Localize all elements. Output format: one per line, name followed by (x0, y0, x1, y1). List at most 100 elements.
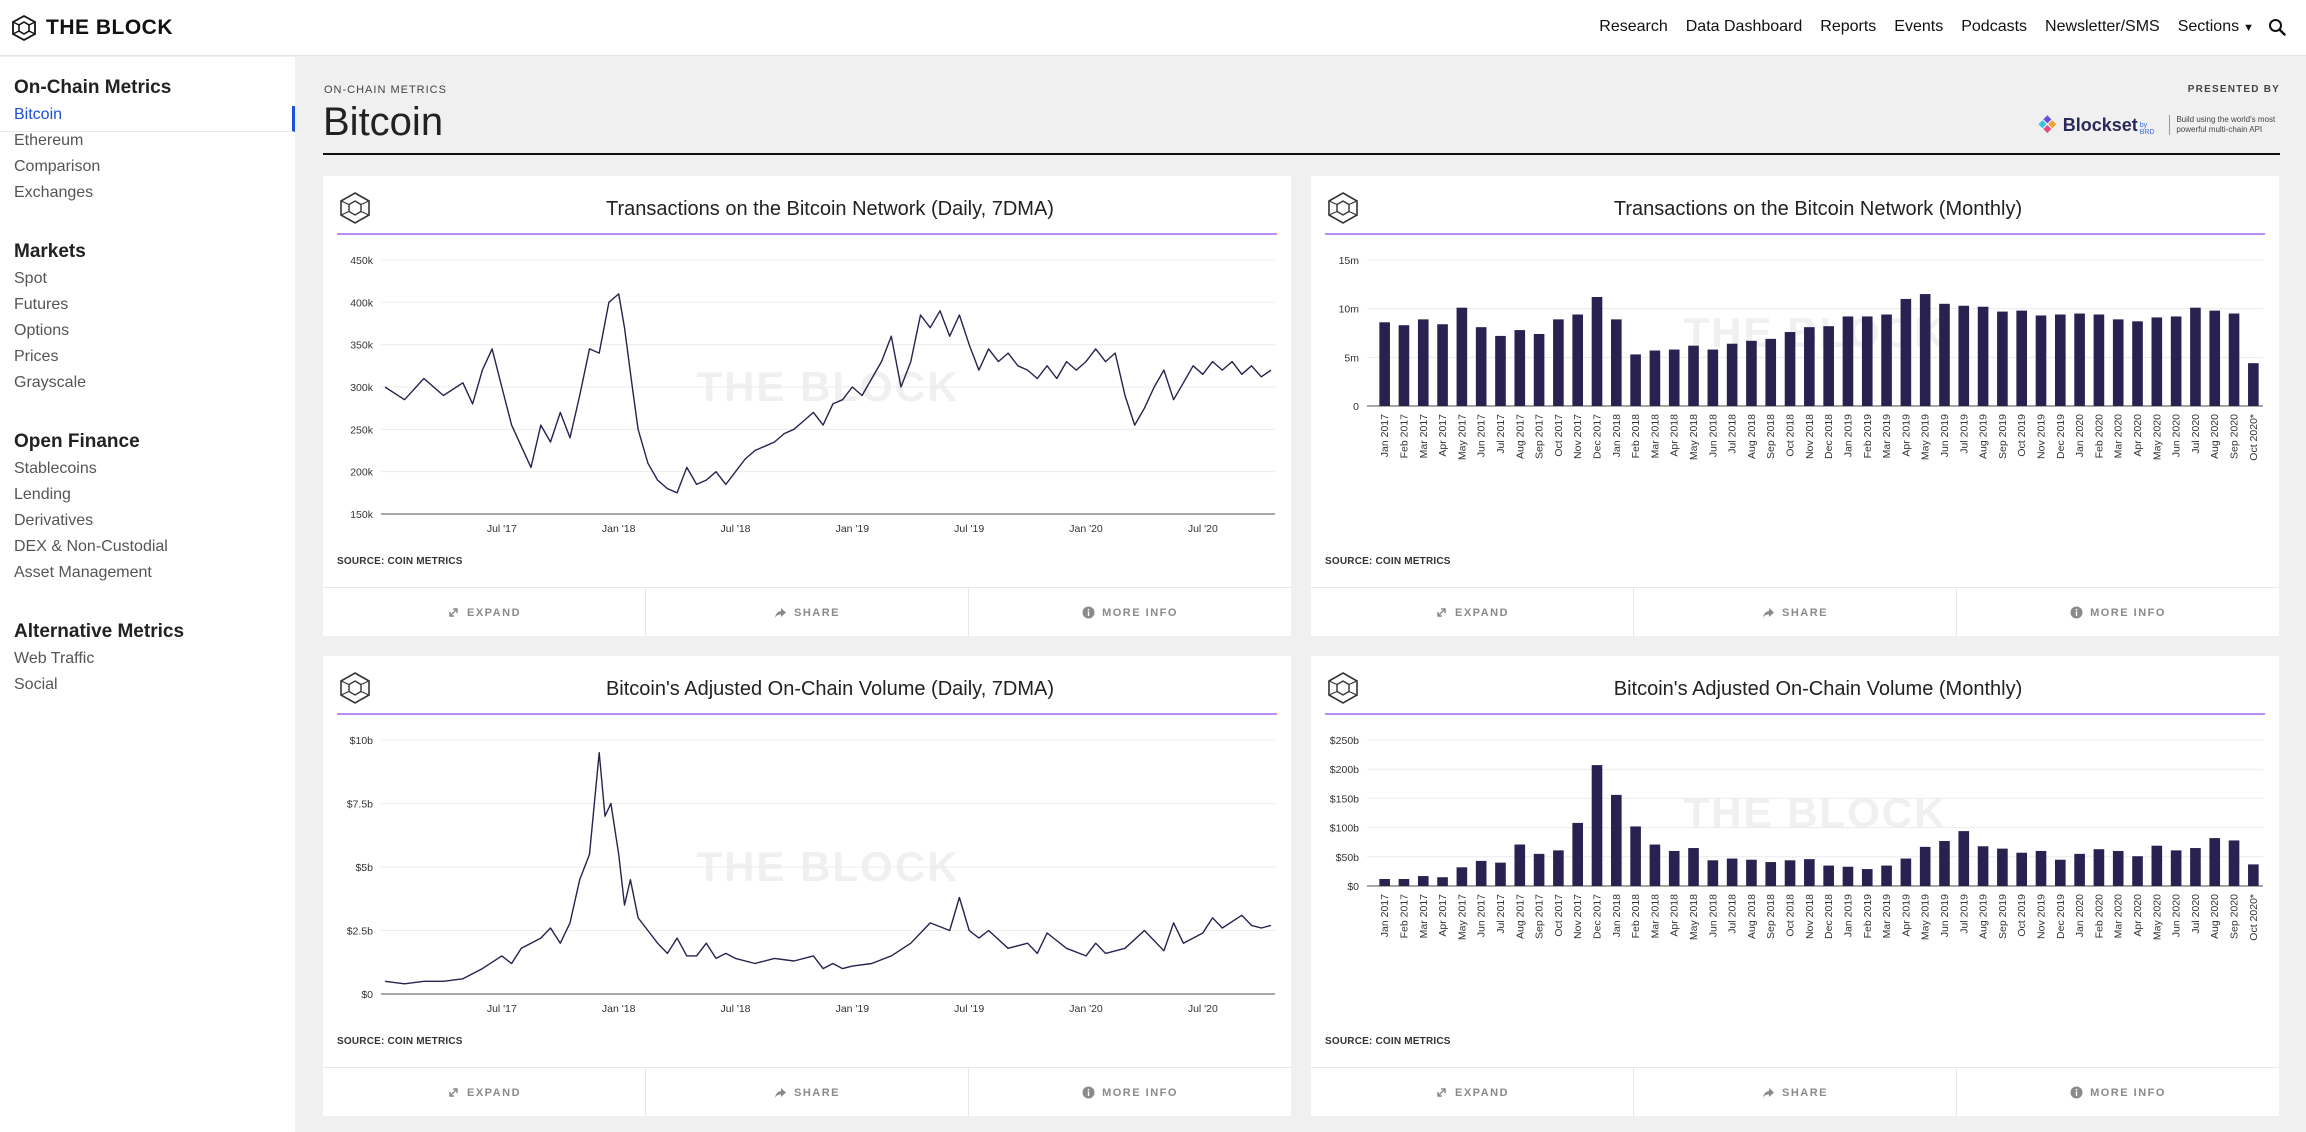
bar-dec-2017[interactable] (1591, 296, 1603, 406)
bar-oct-2018[interactable] (1784, 332, 1796, 406)
bar-feb-2020[interactable] (2093, 314, 2105, 406)
bar-jun-2019[interactable] (1939, 841, 1950, 886)
more-info-button[interactable]: MORE INFO (969, 588, 1291, 637)
nav-data-dashboard[interactable]: Data Dashboard (1685, 18, 1803, 35)
bar-aug-2017[interactable] (1514, 330, 1526, 406)
share-button[interactable]: SHARE (1634, 1068, 1957, 1117)
bar-jul-2018[interactable] (1726, 343, 1738, 406)
sidebar-item-exchanges[interactable]: Exchanges (14, 184, 94, 201)
bar-sep-2020[interactable] (2228, 840, 2240, 886)
bar-mar-2018[interactable] (1649, 844, 1661, 886)
bar-jul-2020[interactable] (2190, 307, 2201, 406)
bar-jul-2019[interactable] (1958, 831, 1970, 886)
bar-aug-2018[interactable] (1746, 340, 1757, 406)
bar-jul-2017[interactable] (1495, 335, 1506, 406)
more-info-button[interactable]: MORE INFO (969, 1068, 1291, 1117)
bar-jan-2020[interactable] (2074, 853, 2085, 886)
bar-apr-2018[interactable] (1668, 850, 1680, 886)
bar-feb-2018[interactable] (1630, 354, 1641, 406)
bar-jun-2020[interactable] (2170, 850, 2182, 886)
bar-sep-2018[interactable] (1765, 862, 1777, 886)
bar-jan-2019[interactable] (1842, 316, 1854, 406)
bar-jun-2017[interactable] (1475, 327, 1487, 406)
sidebar-item-lending[interactable]: Lending (14, 486, 71, 503)
bar-mar-2017[interactable] (1417, 876, 1429, 886)
bar-aug-2020[interactable] (2209, 838, 2221, 886)
bar-mar-2019[interactable] (1881, 865, 1892, 886)
bar-oct-2020-[interactable] (2248, 363, 2259, 406)
bar-nov-2017[interactable] (1572, 822, 1584, 886)
expand-button[interactable]: EXPAND (323, 588, 646, 637)
bar-jan-2017[interactable] (1379, 322, 1390, 406)
sidebar-item-dex[interactable]: DEX & Non-Custodial (14, 538, 168, 555)
sidebar-item-spot[interactable]: Spot (14, 270, 47, 287)
bar-sep-2018[interactable] (1765, 338, 1777, 406)
nav-reports[interactable]: Reports (1820, 18, 1877, 35)
sponsor-logo[interactable]: Blockset by BRD Build using the world's … (2036, 108, 2276, 142)
expand-button[interactable]: EXPAND (323, 1068, 646, 1117)
share-button[interactable]: SHARE (646, 588, 969, 637)
bar-dec-2018[interactable] (1823, 326, 1834, 406)
bar-may-2018[interactable] (1688, 848, 1699, 886)
sidebar-item-derivatives[interactable]: Derivatives (14, 512, 94, 529)
bar-mar-2019[interactable] (1881, 314, 1892, 406)
nav-podcasts[interactable]: Podcasts (1961, 18, 2028, 35)
bar-jun-2019[interactable] (1939, 303, 1950, 406)
bar-apr-2017[interactable] (1437, 877, 1448, 886)
bar-apr-2017[interactable] (1437, 324, 1448, 406)
sidebar-item-options[interactable]: Options (14, 322, 70, 339)
expand-button[interactable]: EXPAND (1311, 588, 1634, 637)
bar-oct-2017[interactable] (1553, 319, 1564, 406)
bar-sep-2017[interactable] (1533, 333, 1545, 406)
bar-jun-2017[interactable] (1475, 860, 1487, 886)
share-button[interactable]: SHARE (646, 1068, 969, 1117)
sidebar-item-prices[interactable]: Prices (14, 348, 59, 365)
bar-jan-2017[interactable] (1379, 878, 1390, 886)
bar-jul-2017[interactable] (1495, 862, 1506, 886)
sidebar-item-social[interactable]: Social (14, 676, 58, 693)
bar-feb-2019[interactable] (1861, 869, 1873, 886)
bar-apr-2020[interactable] (2132, 856, 2143, 886)
series-line[interactable] (384, 752, 1272, 985)
bar-aug-2020[interactable] (2209, 310, 2221, 406)
bar-may-2019[interactable] (1919, 294, 1931, 406)
bar-oct-2017[interactable] (1553, 850, 1564, 886)
more-info-button[interactable]: MORE INFO (1957, 588, 2279, 637)
bar-mar-2018[interactable] (1649, 350, 1661, 406)
bar-feb-2017[interactable] (1398, 878, 1410, 886)
bar-feb-2018[interactable] (1630, 826, 1641, 886)
bar-apr-2019[interactable] (1900, 858, 1912, 886)
bar-dec-2017[interactable] (1591, 765, 1603, 886)
bar-may-2017[interactable] (1456, 307, 1468, 406)
bar-jan-2020[interactable] (2074, 313, 2085, 406)
bar-nov-2018[interactable] (1804, 327, 1815, 406)
bar-may-2017[interactable] (1456, 867, 1468, 886)
search-icon[interactable] (2268, 18, 2286, 36)
sidebar-item-stablecoins[interactable]: Stablecoins (14, 460, 97, 477)
bar-apr-2020[interactable] (2132, 321, 2143, 406)
bar-apr-2019[interactable] (1900, 298, 1912, 406)
sidebar-item-ethereum[interactable]: Ethereum (14, 132, 84, 149)
bar-jan-2019[interactable] (1842, 866, 1854, 886)
bar-aug-2019[interactable] (1977, 306, 1989, 406)
bar-oct-2018[interactable] (1784, 860, 1796, 886)
bar-aug-2019[interactable] (1977, 846, 1989, 886)
sidebar-item-futures[interactable]: Futures (14, 296, 69, 313)
bar-dec-2019[interactable] (2054, 314, 2066, 406)
bar-may-2020[interactable] (2151, 845, 2163, 886)
bar-mar-2020[interactable] (2112, 850, 2124, 886)
bar-sep-2019[interactable] (1997, 311, 2008, 406)
bar-feb-2017[interactable] (1398, 325, 1410, 406)
bar-may-2019[interactable] (1919, 846, 1931, 886)
bar-jul-2018[interactable] (1726, 858, 1738, 886)
bar-feb-2020[interactable] (2093, 849, 2105, 886)
expand-button[interactable]: EXPAND (1311, 1068, 1634, 1117)
bar-sep-2020[interactable] (2228, 313, 2240, 406)
more-info-button[interactable]: MORE INFO (1957, 1068, 2279, 1117)
bar-aug-2017[interactable] (1514, 844, 1526, 886)
brand-logo[interactable]: THE BLOCK (10, 14, 173, 42)
share-button[interactable]: SHARE (1634, 588, 1957, 637)
nav-events[interactable]: Events (1894, 18, 1944, 35)
bar-nov-2019[interactable] (2035, 850, 2047, 886)
bar-jul-2020[interactable] (2190, 848, 2201, 886)
